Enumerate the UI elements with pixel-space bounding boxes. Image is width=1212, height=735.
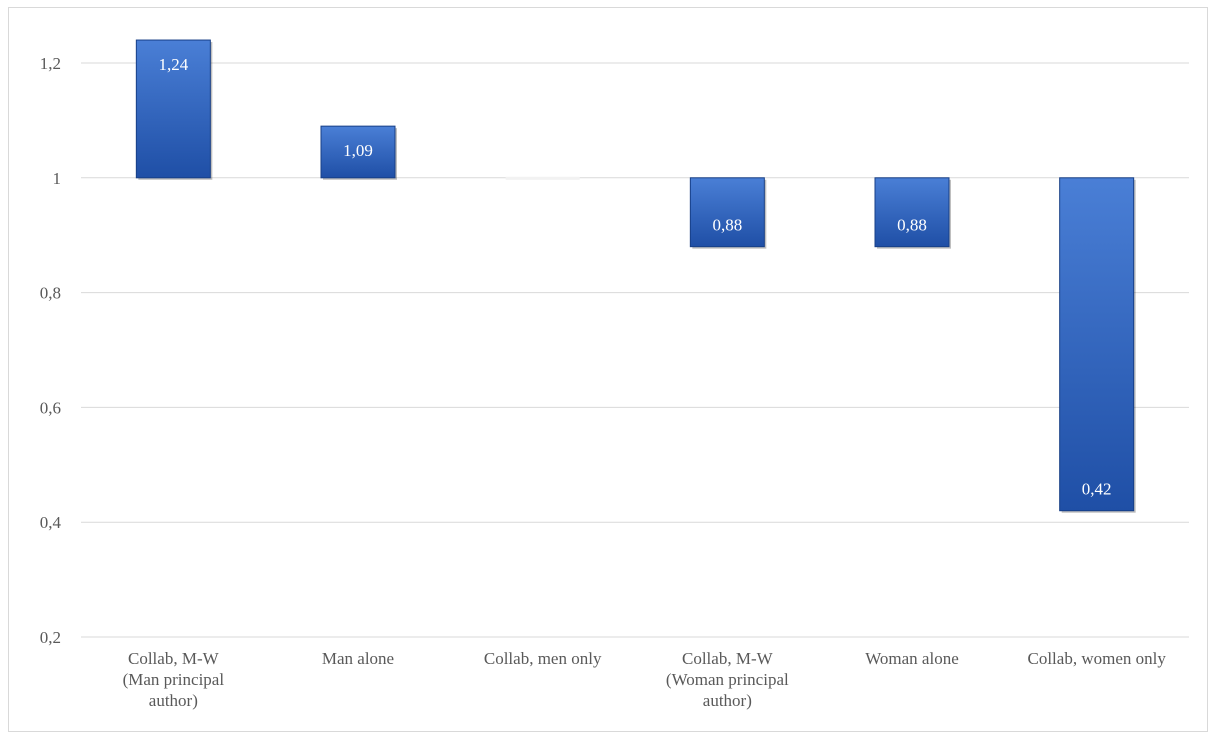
data-label: 1,09 <box>343 141 373 160</box>
bar <box>320 125 396 179</box>
bar <box>135 39 211 179</box>
y-axis-ticks: 0,2 0,4 0,6 0,8 1 1,2 <box>40 54 62 647</box>
chart-frame: 0,2 0,4 0,6 0,8 1 1,2 1,24 1,09 0,88 0,88 0,42 Co… <box>8 7 1208 732</box>
y-tick-label: 0,4 <box>40 513 62 532</box>
y-tick-label: 0,2 <box>40 628 61 647</box>
bar-chart: 0,2 0,4 0,6 0,8 1 1,2 1,24 1,09 0,88 0,88 0,42 Co… <box>40 39 1189 710</box>
data-label: 0,88 <box>712 216 742 235</box>
x-category-label: Woman alone <box>865 649 959 668</box>
x-category-label: Collab, men only <box>484 649 602 668</box>
data-label: 0,42 <box>1082 480 1112 499</box>
y-tick-label: 1 <box>53 169 62 188</box>
bar <box>505 176 580 180</box>
x-category-label: Man alone <box>322 649 394 668</box>
x-axis-categories: Collab, M-W (Man principal author) Man alon… <box>123 649 1167 710</box>
y-tick-label: 0,8 <box>40 284 61 303</box>
bar <box>874 177 950 248</box>
data-labels: 1,24 1,09 0,88 0,88 0,42 <box>158 55 1111 499</box>
data-label: 0,88 <box>897 216 927 235</box>
x-category-label: Collab, women only <box>1027 649 1166 668</box>
x-category-label: author) <box>149 691 198 710</box>
y-tick-label: 1,2 <box>40 54 61 73</box>
x-category-label: (Man principal <box>123 670 225 689</box>
x-category-label: Collab, M-W <box>128 649 220 668</box>
bar <box>1059 177 1135 512</box>
x-category-label: author) <box>703 691 752 710</box>
y-tick-label: 0,6 <box>40 398 61 417</box>
gridlines <box>81 62 1189 638</box>
x-category-label: Collab, M-W <box>682 649 774 668</box>
bar <box>689 177 765 248</box>
x-category-label: (Woman principal <box>666 670 789 689</box>
data-label: 1,24 <box>158 55 188 74</box>
bars <box>135 39 1136 513</box>
